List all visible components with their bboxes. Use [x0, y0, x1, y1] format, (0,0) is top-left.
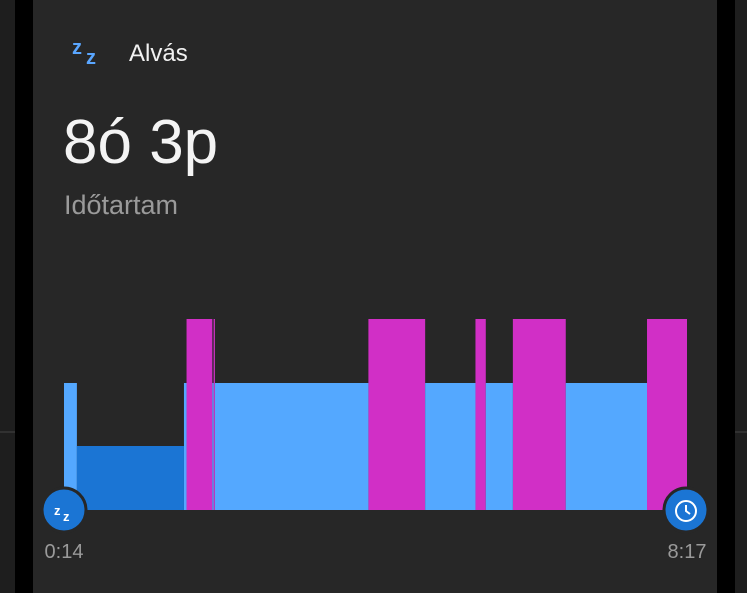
stage-segment — [425, 383, 476, 510]
x-tick-label: 8:17 — [668, 541, 707, 563]
duration-label: Időtartam — [64, 190, 178, 220]
stage-segment — [512, 319, 566, 510]
side-card — [735, 0, 747, 593]
svg-text:z: z — [63, 509, 70, 524]
stage-segment — [368, 319, 426, 510]
stage-segment — [647, 319, 687, 510]
hypnogram — [64, 319, 687, 510]
svg-text:z: z — [86, 47, 96, 69]
stage-segment — [64, 383, 77, 510]
stage-segment — [212, 383, 214, 510]
card-title: Alvás — [129, 40, 188, 67]
stage-segment — [485, 383, 513, 510]
stage-segment — [475, 319, 486, 510]
svg-text:z: z — [72, 37, 82, 59]
stage-segment — [76, 446, 184, 510]
svg-text:z: z — [54, 503, 61, 518]
side-card — [0, 0, 15, 593]
end-badge — [662, 486, 710, 534]
duration-value: 8ó 3p — [63, 108, 218, 177]
stage-segment — [213, 319, 215, 510]
stage-segment — [565, 383, 648, 510]
x-tick-label: 0:14 — [45, 541, 84, 563]
stage-segment — [183, 383, 187, 510]
stage-segment — [214, 383, 369, 510]
stage-segment — [186, 319, 213, 510]
